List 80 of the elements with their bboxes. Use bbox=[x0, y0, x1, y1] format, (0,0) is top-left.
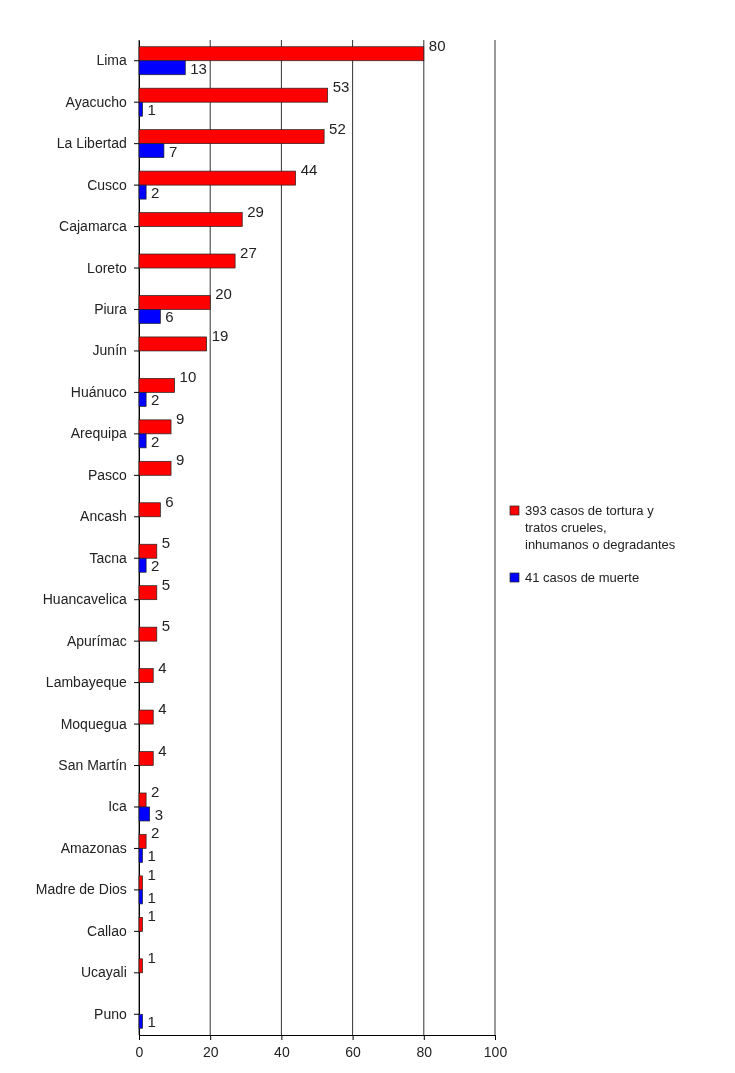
y-tick-label: Puno bbox=[94, 1005, 128, 1022]
y-tick-label: Ucayali bbox=[80, 964, 127, 981]
bar bbox=[138, 958, 143, 974]
y-tick-label: Cusco bbox=[87, 176, 128, 193]
bar bbox=[138, 751, 154, 766]
data-label: 80 bbox=[428, 36, 446, 54]
x-tick-label: 40 bbox=[274, 1044, 290, 1060]
y-tick-label: Madre de Dios bbox=[35, 881, 127, 898]
data-label: 2 bbox=[151, 184, 160, 202]
y-tick-label: Lambayeque bbox=[45, 674, 128, 691]
data-label: 10 bbox=[179, 368, 197, 386]
data-label: 1 bbox=[147, 948, 156, 966]
y-tick-label: Huancavelica bbox=[42, 591, 127, 608]
data-label: 2 bbox=[151, 824, 160, 842]
data-label: 7 bbox=[168, 142, 178, 160]
data-label: 1 bbox=[147, 907, 156, 925]
y-tick-label: Piura bbox=[94, 300, 128, 317]
y-tick-label: Moquegua bbox=[60, 715, 128, 732]
x-tick-label: 80 bbox=[416, 1044, 433, 1060]
bar bbox=[138, 626, 158, 642]
bar bbox=[138, 1013, 143, 1029]
bar bbox=[138, 502, 161, 518]
y-tick-label: Callao bbox=[87, 922, 127, 939]
bar bbox=[138, 336, 207, 352]
data-label: 1 bbox=[147, 101, 156, 119]
legend-label: 41 casos de muerte bbox=[525, 570, 640, 585]
data-label: 1 bbox=[147, 865, 156, 883]
data-label: 4 bbox=[158, 700, 167, 718]
data-label: 6 bbox=[165, 308, 174, 326]
data-label: 4 bbox=[158, 658, 167, 676]
bar bbox=[138, 253, 236, 269]
x-tick-label: 100 bbox=[483, 1044, 508, 1060]
data-label: 44 bbox=[300, 161, 318, 179]
bar bbox=[138, 585, 158, 601]
x-tick-label: 0 bbox=[135, 1044, 144, 1060]
y-tick-label: Ayacucho bbox=[65, 93, 128, 110]
data-label: 2 bbox=[151, 557, 160, 575]
x-tick-label: 60 bbox=[345, 1044, 362, 1060]
y-tick-label: San Martín bbox=[58, 757, 127, 773]
y-tick-label: Cajamarca bbox=[59, 218, 127, 235]
data-label: 4 bbox=[158, 741, 167, 759]
y-tick-label: Junín bbox=[92, 342, 127, 359]
data-label: 2 bbox=[151, 432, 160, 450]
data-label: 29 bbox=[247, 202, 264, 220]
data-label: 52 bbox=[329, 119, 346, 137]
y-tick-label: Apurímac bbox=[66, 632, 127, 649]
bar bbox=[138, 709, 154, 725]
x-tick-label: 20 bbox=[202, 1044, 219, 1060]
data-label: 1 bbox=[147, 1013, 156, 1031]
y-tick-label: Pasco bbox=[87, 466, 127, 483]
data-label: 2 bbox=[151, 782, 160, 800]
data-label: 27 bbox=[240, 244, 257, 262]
data-label: 5 bbox=[161, 575, 171, 593]
y-tick-label: Ica bbox=[108, 798, 127, 815]
y-tick-label: Loreto bbox=[87, 259, 128, 276]
y-tick-label: Huánuco bbox=[70, 383, 128, 400]
y-tick-label: Lima bbox=[96, 52, 127, 69]
data-label: 6 bbox=[165, 492, 174, 510]
bar bbox=[138, 668, 154, 683]
y-tick-label: Tacna bbox=[89, 549, 128, 566]
data-label: 1 bbox=[147, 847, 156, 865]
data-label: 53 bbox=[332, 78, 350, 96]
data-label: 9 bbox=[176, 451, 185, 469]
bar bbox=[138, 460, 172, 476]
y-tick-label: Arequipa bbox=[70, 425, 128, 442]
data-label: 9 bbox=[176, 409, 185, 427]
data-label: 19 bbox=[211, 326, 229, 344]
y-tick-label: Amazonas bbox=[60, 839, 127, 856]
data-label: 5 bbox=[161, 534, 171, 552]
legend-label: 393 casos de tortura y tratos crueles, inhumanos o degradantes bbox=[525, 503, 676, 552]
bar bbox=[138, 917, 143, 932]
y-tick-label: La Libertad bbox=[56, 135, 127, 152]
data-label: 1 bbox=[147, 888, 156, 906]
bar bbox=[138, 212, 243, 227]
data-label: 13 bbox=[190, 59, 207, 77]
data-label: 5 bbox=[161, 617, 171, 635]
data-label: 2 bbox=[151, 391, 160, 409]
data-label: 20 bbox=[215, 285, 232, 303]
data-label: 3 bbox=[154, 805, 164, 823]
y-tick-label: Ancash bbox=[80, 508, 127, 525]
